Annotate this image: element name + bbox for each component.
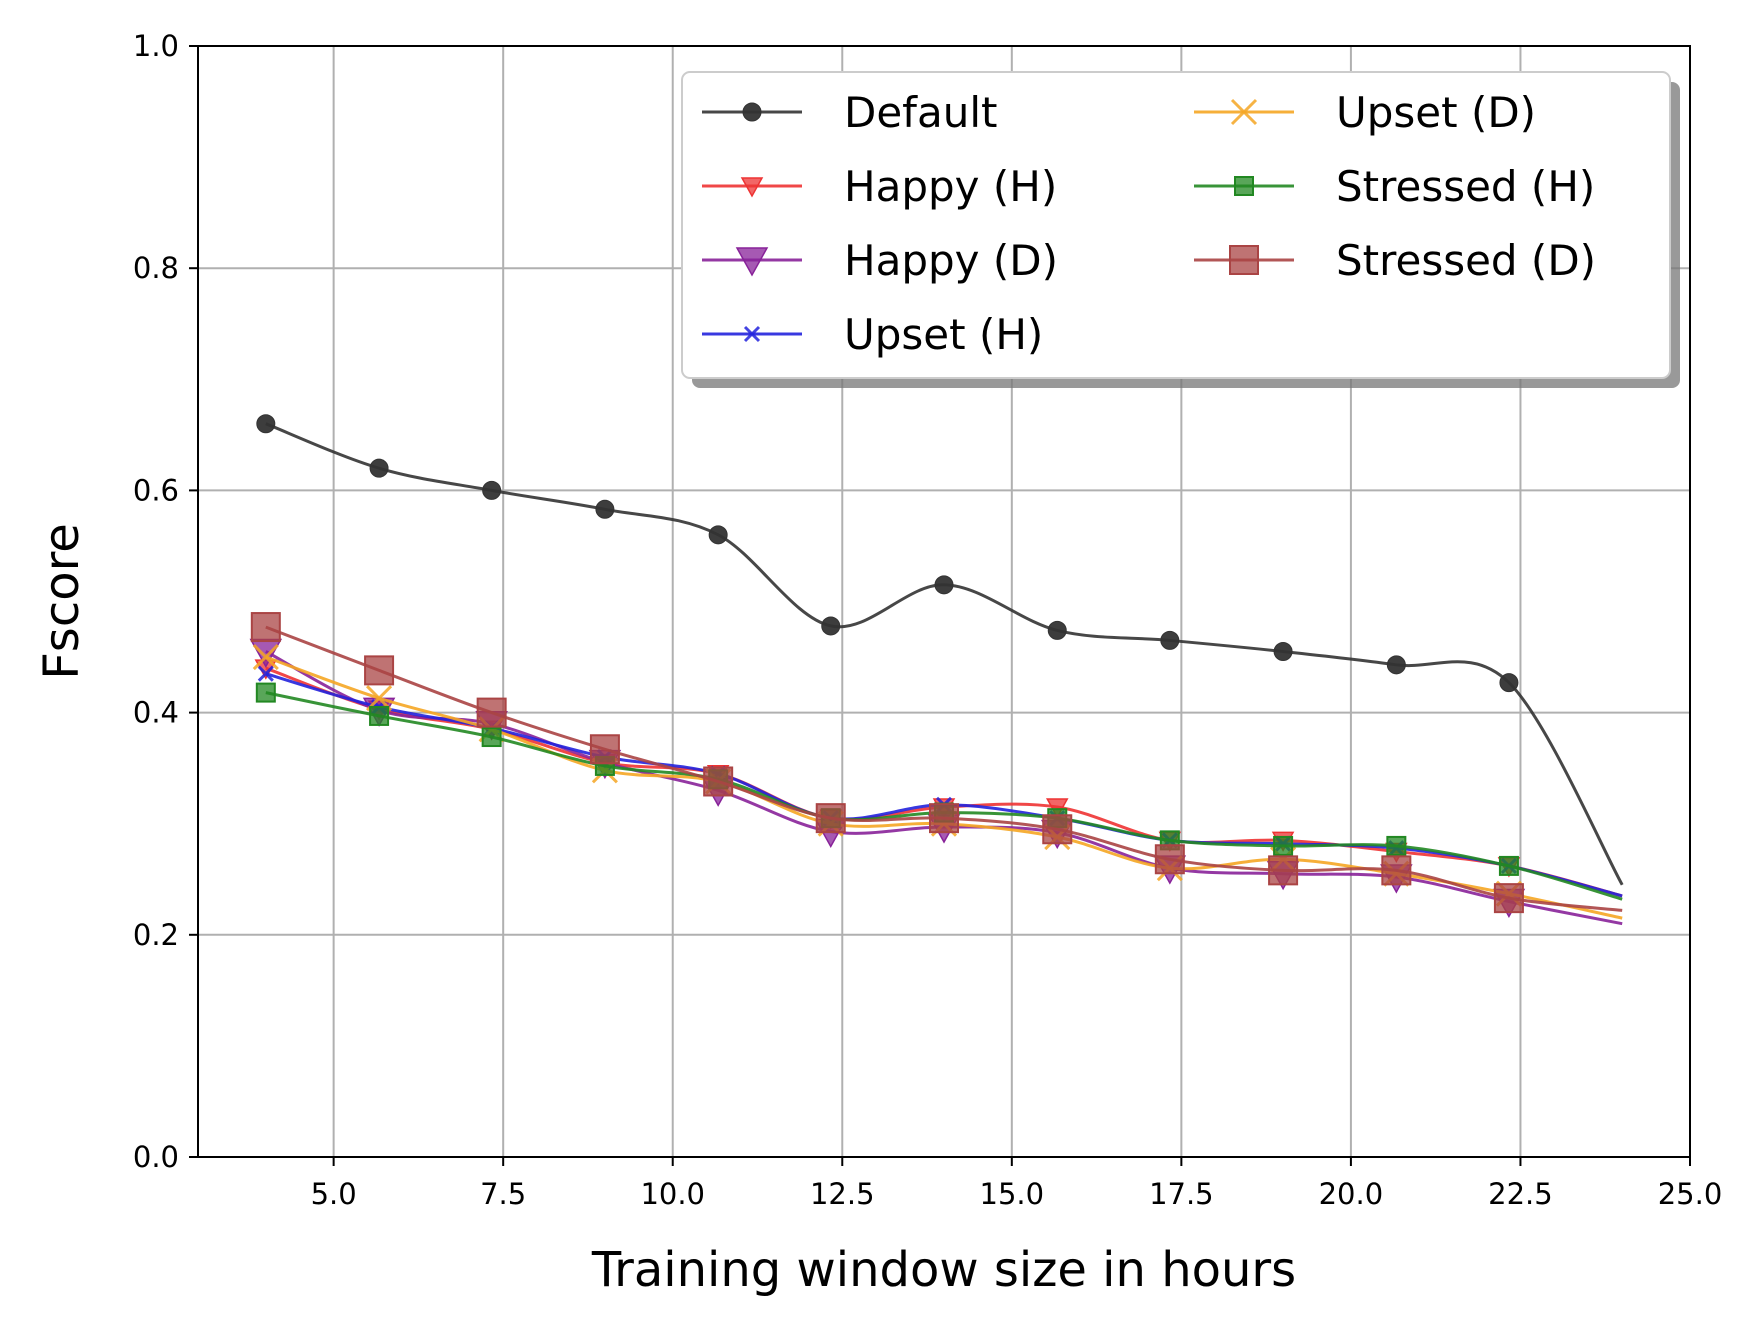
data-point-default — [821, 616, 841, 636]
legend-label: Happy (D) — [844, 236, 1058, 285]
legend-label: Happy (H) — [844, 162, 1057, 211]
legend-label: Upset (D) — [1336, 88, 1536, 137]
y-tick-label: 1.0 — [133, 29, 179, 63]
y-axis-ticks: 0.0 0.2 0.4 0.6 0.8 1.0 — [133, 29, 198, 1174]
legend-label: Default — [844, 88, 997, 137]
data-point-stressed-d — [1268, 855, 1299, 886]
data-point-stressed-h — [255, 682, 276, 703]
data-point-default — [1386, 655, 1406, 675]
legend-label: Stressed (D) — [1336, 236, 1596, 285]
legend-marker — [1234, 176, 1254, 196]
series-layer — [249, 414, 1624, 926]
data-point-default — [1273, 641, 1293, 661]
data-point-stressed-d — [703, 766, 734, 797]
data-point-default — [482, 480, 502, 500]
data-point-stressed-d — [929, 803, 959, 834]
y-tick-label: 0.8 — [133, 251, 179, 285]
legend-label: Stressed (H) — [1336, 162, 1595, 211]
series-default — [256, 414, 1624, 886]
x-tick-label: 12.5 — [810, 1177, 875, 1211]
x-axis-label: Training window size in hours — [591, 1242, 1296, 1298]
data-point-stressed-h — [369, 705, 390, 726]
y-tick-label: 0.2 — [133, 918, 179, 952]
data-point-stressed-d — [250, 612, 281, 643]
data-point-stressed-d — [364, 655, 395, 686]
data-point-default — [1047, 620, 1067, 640]
legend-label: Upset (H) — [844, 310, 1043, 359]
legend-marker — [740, 177, 764, 198]
legend-marker — [742, 102, 762, 122]
x-tick-label: 15.0 — [980, 1177, 1045, 1211]
legend-marker — [1230, 98, 1258, 126]
legend-entry-default: Default — [702, 88, 997, 137]
data-point-stressed-d — [1154, 844, 1185, 875]
legend-entry-stressed-d: Stressed (D) — [1194, 236, 1596, 285]
data-point-stressed-d — [1381, 855, 1412, 886]
y-axis-label: Fscore — [34, 523, 90, 680]
data-point-stressed-h — [481, 727, 502, 748]
data-point-stressed-d — [1042, 814, 1073, 845]
legend-box — [681, 71, 1671, 379]
x-tick-label: 20.0 — [1319, 1177, 1384, 1211]
data-point-default — [708, 525, 728, 545]
y-tick-label: 0.0 — [133, 1140, 179, 1174]
data-point-default — [369, 458, 389, 478]
data-point-stressed-d — [1493, 883, 1524, 914]
legend-entry-upset-h: Upset (H) — [702, 310, 1043, 359]
legend-marker — [743, 325, 761, 343]
legend: Default Happy (H) Happy (D) Upset (H) Upset … — [681, 71, 1680, 388]
plot-frame — [197, 45, 1691, 1158]
series-stressed-d — [250, 612, 1623, 914]
x-axis-ticks: 5.0 7.5 10.0 12.5 15.0 17.5 20.0 22.5 25.0 — [311, 1157, 1723, 1211]
legend-entry-happy-h: Happy (H) — [702, 162, 1057, 211]
x-tick-label: 25.0 — [1658, 1177, 1723, 1211]
x-tick-label: 7.5 — [480, 1177, 526, 1211]
data-point-happy-h — [1045, 798, 1069, 819]
legend-entry-happy-d: Happy (D) — [702, 236, 1058, 285]
data-point-stressed-d — [476, 697, 507, 728]
data-point-default — [1499, 673, 1519, 693]
data-point-stressed-d — [589, 734, 620, 765]
data-point-stressed-h — [1498, 855, 1519, 876]
x-tick-label: 17.5 — [1149, 1177, 1214, 1211]
x-tick-label: 10.0 — [640, 1177, 705, 1211]
data-point-stressed-h — [1273, 835, 1294, 856]
data-point-default — [595, 499, 615, 519]
legend-entry-stressed-h: Stressed (H) — [1194, 162, 1595, 211]
y-tick-label: 0.4 — [133, 696, 179, 730]
data-point-default — [1160, 630, 1180, 650]
x-tick-label: 22.5 — [1488, 1177, 1553, 1211]
data-point-stressed-h — [1386, 835, 1407, 856]
legend-marker — [735, 247, 769, 277]
data-point-default — [934, 575, 954, 595]
data-point-upset-h — [257, 665, 274, 682]
y-tick-label: 0.6 — [133, 473, 179, 507]
x-tick-label: 5.0 — [311, 1177, 357, 1211]
legend-marker — [1229, 245, 1259, 275]
data-point-stressed-d — [815, 803, 846, 834]
legend-entry-upset-d: Upset (D) — [1194, 88, 1536, 137]
data-point-upset-d — [252, 643, 279, 671]
data-point-default — [256, 414, 276, 434]
